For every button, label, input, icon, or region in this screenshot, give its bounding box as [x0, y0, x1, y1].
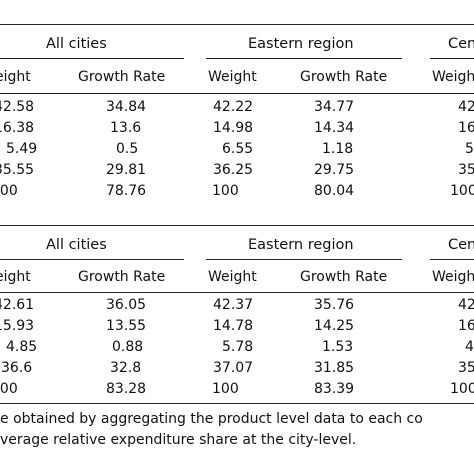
- subheader-growth-rate: Growth Rate: [300, 269, 388, 285]
- cell-growth-rate: 34.84: [106, 99, 147, 115]
- cell-growth-rate: 34.77: [314, 99, 355, 115]
- cell-growth-rate: 35.76: [314, 297, 355, 313]
- header-eastern-region: Eastern region: [248, 36, 354, 52]
- cell-weight: 5.49: [6, 141, 38, 157]
- subheader-weight: Weight: [208, 269, 257, 285]
- group-rule-east: [206, 58, 402, 59]
- header-all-cities: All cities: [46, 237, 107, 253]
- subheader-weight: Weigh: [432, 269, 474, 285]
- header-rule: [0, 93, 474, 94]
- cell-weight: 4: [465, 339, 474, 355]
- cell-weight: 35.55: [0, 162, 35, 178]
- top-rule: [0, 24, 474, 25]
- cell-weight: 36.6: [1, 360, 33, 376]
- cell-weight: 42.61: [0, 297, 35, 313]
- header-central-region: Cen: [448, 36, 474, 52]
- cell-weight: 14.98: [213, 120, 254, 136]
- cell-weight: 35: [458, 360, 474, 376]
- cell-weight: 100: [212, 381, 239, 397]
- header-central-region: Cen: [448, 237, 474, 253]
- cell-growth-rate: 36.05: [106, 297, 147, 313]
- cell-growth-rate: 13.6: [110, 120, 142, 136]
- cell-growth-rate: 0.88: [112, 339, 144, 355]
- cell-growth-rate: 83.39: [314, 381, 355, 397]
- cell-weight: 42.58: [0, 99, 35, 115]
- cell-growth-rate: 0.5: [116, 141, 139, 157]
- cell-weight: 100: [0, 381, 18, 397]
- cell-growth-rate: 29.75: [314, 162, 355, 178]
- group-rule-all: [0, 58, 184, 59]
- subheader-weight: Weight: [0, 269, 31, 285]
- cell-weight: 5.78: [222, 339, 254, 355]
- cell-weight: 14.78: [213, 318, 254, 334]
- cell-weight: 16: [458, 120, 474, 136]
- cell-weight: 42: [458, 297, 474, 313]
- subheader-weight: Weight: [0, 69, 31, 85]
- header-rule: [0, 292, 474, 293]
- header-all-cities: All cities: [46, 36, 107, 52]
- cell-growth-rate: 31.85: [314, 360, 355, 376]
- group-rule-cen: [430, 259, 474, 260]
- subheader-growth-rate: Growth Rate: [300, 69, 388, 85]
- cell-weight: 100: [212, 183, 239, 199]
- cell-weight: 37.07: [213, 360, 254, 376]
- cell-weight: 100: [450, 183, 474, 199]
- cell-growth-rate: 78.76: [106, 183, 147, 199]
- group-rule-all: [0, 259, 184, 260]
- cell-growth-rate: 80.04: [314, 183, 355, 199]
- cell-growth-rate: 29.81: [106, 162, 147, 178]
- cell-growth-rate: 1.53: [322, 339, 354, 355]
- subheader-weight: Weight: [208, 69, 257, 85]
- cell-growth-rate: 13.55: [106, 318, 147, 334]
- header-eastern-region: Eastern region: [248, 237, 354, 253]
- subheader-growth-rate: Growth Rate: [78, 269, 166, 285]
- cell-weight: 36.25: [213, 162, 254, 178]
- bottom-rule: [0, 403, 474, 404]
- cell-weight: 16: [458, 318, 474, 334]
- cell-weight: 42: [458, 99, 474, 115]
- cell-weight: 100: [450, 381, 474, 397]
- cell-weight: 16.38: [0, 120, 35, 136]
- subheader-weight: Weigh: [432, 69, 474, 85]
- cell-growth-rate: 1.18: [322, 141, 354, 157]
- group-rule-east: [206, 259, 402, 260]
- cell-weight: 15.93: [0, 318, 35, 334]
- cell-weight: 100: [0, 183, 18, 199]
- cell-growth-rate: 83.28: [106, 381, 147, 397]
- cell-weight: 35: [458, 162, 474, 178]
- cell-growth-rate: 14.34: [314, 120, 355, 136]
- subheader-growth-rate: Growth Rate: [78, 69, 166, 85]
- group-rule-cen: [430, 58, 474, 59]
- cell-weight: 42.37: [213, 297, 254, 313]
- cell-weight: 4.85: [6, 339, 38, 355]
- cell-growth-rate: 14.25: [314, 318, 355, 334]
- cell-weight: 6.55: [222, 141, 254, 157]
- top-rule: [0, 225, 474, 226]
- cell-weight: 42.22: [213, 99, 254, 115]
- footnote-line: verage relative expenditure share at the…: [0, 432, 357, 448]
- cell-growth-rate: 32.8: [110, 360, 142, 376]
- footnote-line: e obtained by aggregating the product le…: [0, 411, 423, 427]
- cell-weight: 5: [465, 141, 474, 157]
